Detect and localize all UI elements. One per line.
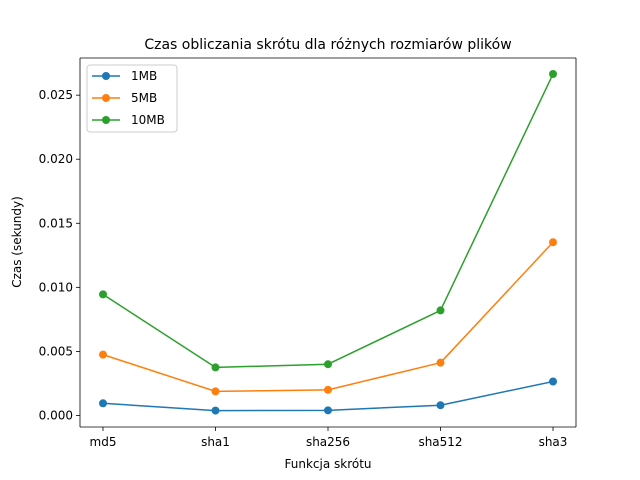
data-point-10MB bbox=[99, 290, 107, 299]
data-point-5MB bbox=[549, 238, 557, 247]
x-tick-label: sha512 bbox=[418, 435, 462, 449]
x-axis: md5 sha1 sha256 sha512 sha3 bbox=[90, 427, 568, 449]
data-point-1MB bbox=[211, 406, 220, 415]
x-tick-label: md5 bbox=[90, 435, 117, 449]
y-axis: 0.000 0.005 0.010 0.015 0.020 0.025 bbox=[39, 88, 80, 422]
legend-marker-5MB bbox=[102, 94, 110, 102]
legend-marker-10MB bbox=[102, 116, 110, 124]
data-point-10MB bbox=[211, 363, 220, 372]
legend: 1MB 5MB 10MB bbox=[86, 64, 178, 133]
data-point-10MB bbox=[549, 70, 557, 79]
y-tick-label: 0.010 bbox=[39, 280, 73, 294]
x-tick-label: sha256 bbox=[306, 435, 350, 449]
chart-title: Czas obliczania skrótu dla różnych rozmi… bbox=[144, 37, 511, 53]
data-point-5MB bbox=[436, 358, 445, 367]
data-point-5MB bbox=[324, 385, 332, 394]
data-point-10MB bbox=[324, 360, 332, 369]
data-point-1MB bbox=[99, 399, 107, 408]
y-tick-label: 0.025 bbox=[39, 88, 73, 102]
legend-label: 10MB bbox=[131, 113, 165, 127]
data-point-1MB bbox=[324, 406, 332, 415]
legend-label: 5MB bbox=[131, 91, 157, 105]
legend-label: 1MB bbox=[131, 69, 157, 83]
y-tick-label: 0.005 bbox=[39, 344, 73, 358]
y-tick-label: 0.020 bbox=[39, 152, 73, 166]
y-tick-label: 0.015 bbox=[39, 216, 73, 230]
data-point-5MB bbox=[211, 387, 220, 396]
data-point-10MB bbox=[436, 306, 445, 315]
legend-frame bbox=[86, 64, 178, 133]
data-layer bbox=[99, 70, 557, 415]
y-tick-label: 0.000 bbox=[39, 408, 73, 422]
data-point-1MB bbox=[549, 377, 557, 386]
y-axis-label: Czas (sekundy) bbox=[10, 196, 24, 288]
data-point-1MB bbox=[436, 401, 445, 410]
x-axis-label: Funkcja skrótu bbox=[284, 457, 371, 471]
x-tick-label: sha1 bbox=[201, 435, 230, 449]
x-tick-label: sha3 bbox=[539, 435, 568, 449]
legend-marker-1MB bbox=[102, 72, 110, 80]
data-point-5MB bbox=[99, 350, 107, 359]
